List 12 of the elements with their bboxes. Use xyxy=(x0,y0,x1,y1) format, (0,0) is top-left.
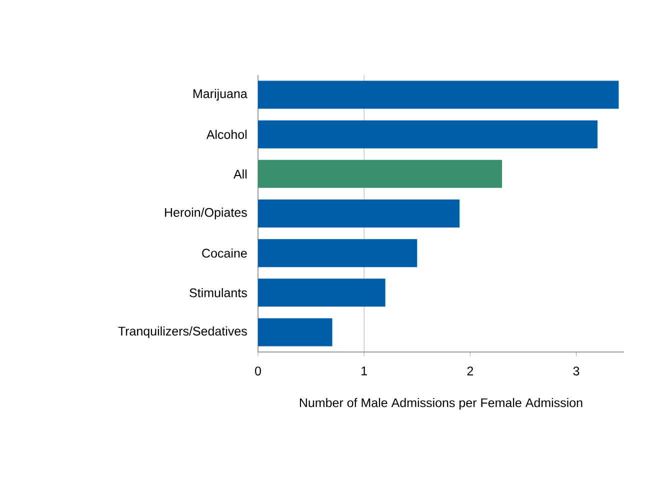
x-tick-label: 1 xyxy=(362,366,367,376)
y-tick-label: Marijuana xyxy=(194,88,248,101)
y-tick-label: Tranquilizers/Sedatives xyxy=(118,326,247,338)
y-tick-label: Stimulants xyxy=(190,288,247,298)
y-tick-label: All xyxy=(234,169,247,178)
x-tick-label: 2 xyxy=(467,366,474,376)
x-tick-label: 0 xyxy=(255,366,261,376)
y-tick-label: Heroin/Opiates xyxy=(165,208,247,220)
y-tick-label: Cocaine xyxy=(202,248,247,258)
y-tick-label: Alcohol xyxy=(206,130,247,139)
x-tick-label: 3 xyxy=(573,366,580,376)
x-axis-title: Number of Male Admissions per Female Admission xyxy=(300,398,582,410)
